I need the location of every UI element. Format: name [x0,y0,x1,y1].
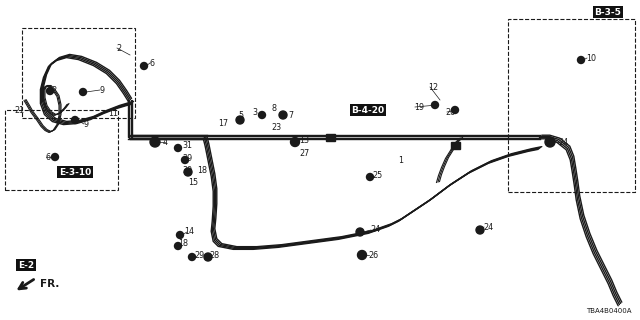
Text: 6: 6 [45,153,50,162]
Circle shape [236,116,244,124]
Circle shape [545,137,555,147]
Text: 15: 15 [188,178,198,187]
Circle shape [291,138,300,147]
Circle shape [204,253,212,261]
Text: E-2: E-2 [18,260,34,269]
Text: 29: 29 [182,154,192,163]
Text: 30: 30 [182,165,192,174]
Text: 6: 6 [150,59,155,68]
Text: 3: 3 [252,108,257,116]
Circle shape [47,87,54,94]
Circle shape [259,111,266,118]
Circle shape [141,62,147,69]
Text: 2: 2 [116,44,121,52]
Circle shape [175,145,182,151]
Circle shape [356,228,364,236]
Circle shape [175,243,182,250]
Text: 19: 19 [414,102,424,111]
Circle shape [189,253,195,260]
Text: 18: 18 [197,165,207,174]
Text: 10: 10 [586,53,596,62]
Text: TBA4B0400A: TBA4B0400A [586,308,632,314]
Text: 24: 24 [558,138,568,147]
Circle shape [367,173,374,180]
Text: 22: 22 [47,85,57,94]
Text: 21: 21 [14,106,24,115]
Text: 26: 26 [368,251,378,260]
Text: 4: 4 [163,138,168,147]
Circle shape [358,251,367,260]
Text: 9: 9 [83,119,88,129]
Circle shape [431,101,438,108]
Circle shape [72,116,79,124]
Circle shape [451,107,458,114]
Circle shape [476,226,484,234]
Text: 13: 13 [299,135,309,145]
Text: 9: 9 [99,85,104,94]
Text: 12: 12 [428,83,438,92]
Text: 1: 1 [398,156,403,164]
Text: 25: 25 [372,171,382,180]
Text: 20: 20 [445,108,455,116]
Bar [326,133,335,140]
Text: 27: 27 [299,148,309,157]
Text: 24: 24 [483,222,493,231]
Circle shape [177,231,184,238]
Text: 8: 8 [272,103,277,113]
Text: FR.: FR. [40,279,60,289]
Circle shape [279,111,287,119]
Bar [22,28,135,118]
Circle shape [184,168,192,176]
Text: E-3-10: E-3-10 [59,167,91,177]
Text: 17: 17 [218,118,228,127]
Text: 29: 29 [194,251,204,260]
Text: 24: 24 [370,226,380,235]
Circle shape [51,154,58,161]
Bar [451,141,460,148]
Text: 31: 31 [182,140,192,149]
Text: B-4-20: B-4-20 [351,106,385,115]
Text: 23: 23 [271,123,281,132]
Circle shape [79,89,86,95]
Circle shape [150,137,160,147]
Bar [5,110,118,190]
Text: 28: 28 [209,251,219,260]
Text: 18: 18 [178,239,188,249]
Circle shape [182,156,189,164]
Text: 11: 11 [108,108,118,117]
Text: 7: 7 [288,110,293,119]
Circle shape [577,57,584,63]
Text: B-3-5: B-3-5 [595,7,621,17]
Text: 14: 14 [184,228,194,236]
Bar [508,19,635,192]
Text: 5: 5 [238,110,243,119]
